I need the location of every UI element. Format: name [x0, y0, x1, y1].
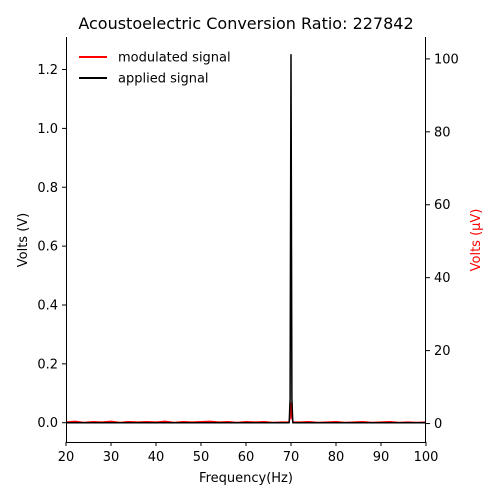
x-tick-label: 20 — [58, 450, 75, 465]
x-tick-label: 60 — [238, 450, 255, 465]
left-y-tick-label: 0.8 — [37, 181, 58, 196]
plot-area — [65, 37, 427, 443]
right-y-axis-label: Volts (μV) — [469, 209, 484, 272]
series-layer — [65, 54, 427, 424]
x-tick-label: 100 — [414, 450, 439, 465]
x-tick-label: 40 — [148, 450, 165, 465]
series-line-applied-signal — [66, 54, 426, 424]
x-tick-label: 30 — [103, 450, 120, 465]
left-y-tick-label: 0.4 — [37, 298, 58, 313]
left-y-axis-label: Volts (V) — [16, 213, 31, 268]
legend-label: modulated signal — [118, 51, 231, 66]
series-line-modulated-signal — [65, 402, 427, 424]
x-tick-label: 70 — [283, 450, 300, 465]
right-y-tick-label: 60 — [434, 198, 451, 213]
legend-label: applied signal — [118, 72, 209, 87]
left-y-tick-label: 0.6 — [37, 240, 58, 255]
right-y-tick-label: 80 — [434, 125, 451, 140]
left-y-tick-label: 1.0 — [37, 122, 58, 137]
x-tick-label: 50 — [193, 450, 210, 465]
right-y-tick-label: 40 — [434, 271, 451, 286]
left-y-ticks: 0.0 0.2 0.4 0.6 0.8 1.0 1.2 — [37, 63, 66, 431]
left-y-tick-label: 0.2 — [37, 357, 58, 372]
left-y-tick-label: 0.0 — [37, 416, 58, 431]
x-ticks: 20 30 40 50 60 70 80 90 100 — [58, 442, 439, 465]
right-y-ticks: 0 20 40 60 80 100 — [426, 52, 459, 432]
left-y-tick-label: 1.2 — [37, 63, 58, 78]
x-tick-label: 80 — [328, 450, 345, 465]
chart-title: Acoustoelectric Conversion Ratio: 227842 — [78, 14, 413, 33]
x-tick-label: 90 — [373, 450, 390, 465]
x-axis-label: Frequency(Hz) — [199, 471, 293, 486]
right-y-tick-label: 20 — [434, 344, 451, 359]
legend: modulated signal applied signal — [79, 51, 231, 87]
right-y-tick-label: 0 — [434, 417, 442, 432]
right-y-tick-label: 100 — [434, 52, 459, 67]
